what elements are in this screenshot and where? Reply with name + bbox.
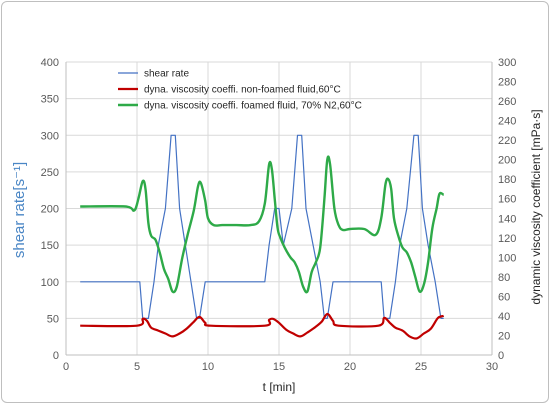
series-lines <box>80 134 445 340</box>
y2-tick-label: 220 <box>498 135 516 147</box>
y2-tick-label: 160 <box>498 194 516 206</box>
x-tick-labels: 0 5 10 15 20 25 30 <box>63 361 498 373</box>
y2-tick-label: 300 <box>498 57 516 69</box>
y2-tick-label: 180 <box>498 174 516 186</box>
y-tick-label: 100 <box>41 277 59 289</box>
y2-tick-label: 240 <box>498 116 516 128</box>
y-tick-label: 350 <box>41 94 59 106</box>
legend-label: shear rate <box>144 69 189 80</box>
x-tick-label: 15 <box>273 361 285 373</box>
y2-tick-label: 40 <box>498 311 510 323</box>
y-tick-label: 200 <box>41 204 59 216</box>
x-tick-label: 30 <box>486 361 498 373</box>
x-tick-label: 20 <box>344 361 356 373</box>
y2-tick-labels: 0 20 40 60 80 100 120 140 160 180 200 220 240 260 280 3… <box>498 57 516 362</box>
series-line-1 <box>80 134 444 319</box>
y-tick-label: 150 <box>41 240 59 252</box>
legend-label: dyna. viscosity coeffi. non-foamed fluid… <box>144 85 341 96</box>
y2-tick-label: 200 <box>498 155 516 167</box>
x-tick-label: 25 <box>415 361 427 373</box>
y-tick-label: 0 <box>53 350 59 362</box>
y2-tick-label: 260 <box>498 96 516 108</box>
y-tick-label: 250 <box>41 167 59 179</box>
y-tick-label: 400 <box>41 57 59 69</box>
y2-tick-label: 80 <box>498 272 510 284</box>
legend-label: dyna. viscosity coeffi. foamed fluid, 70… <box>144 101 362 112</box>
series-line-2 <box>80 312 445 340</box>
y2-tick-label: 280 <box>498 77 516 89</box>
y2-tick-label: 100 <box>498 252 516 264</box>
y2-axis-label: dynamic viscosity coefficient [mPa·s] <box>529 109 543 304</box>
y2-tick-label: 120 <box>498 233 516 245</box>
x-tick-label: 0 <box>63 361 69 373</box>
x-tick-label: 10 <box>202 361 214 373</box>
x-axis-label: t [min] <box>263 380 296 394</box>
y-tick-labels: 0 50 100 150 200 250 300 350 400 <box>41 57 59 362</box>
y-axis-label: shear rate[s⁻¹] <box>11 162 28 258</box>
y2-tick-label: 60 <box>498 291 510 303</box>
y2-tick-label: 0 <box>498 350 504 362</box>
legend: shear rate dyna. viscosity coeffi. non-fo… <box>118 69 362 112</box>
y-tick-label: 300 <box>41 130 59 142</box>
y2-tick-label: 20 <box>498 330 510 342</box>
y2-tick-label: 140 <box>498 213 516 225</box>
y-tick-label: 50 <box>47 313 59 325</box>
x-tick-label: 5 <box>134 361 140 373</box>
series-line-3 <box>80 155 445 294</box>
